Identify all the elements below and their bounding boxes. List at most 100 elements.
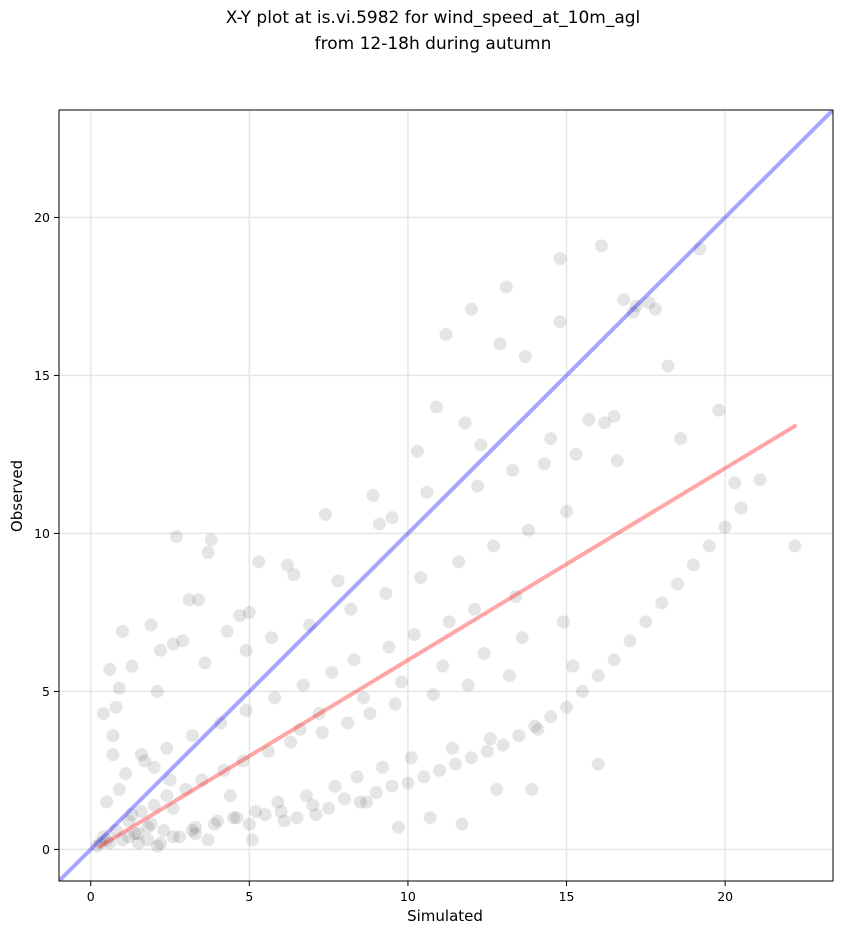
scatter-point	[179, 782, 193, 796]
scatter-point	[385, 779, 399, 793]
scatter-point	[556, 615, 570, 629]
scatter-point	[198, 656, 212, 670]
scatter-point	[204, 533, 218, 547]
scatter-point	[429, 400, 443, 414]
scatter-point	[753, 473, 767, 487]
scatter-point	[93, 836, 107, 850]
scatter-point	[261, 744, 275, 758]
scatter-point	[109, 700, 123, 714]
trend-lines	[59, 110, 833, 881]
scatter-point	[344, 602, 358, 616]
scatter-point	[131, 836, 145, 850]
scatter-point	[214, 716, 228, 730]
scatter-point	[702, 539, 716, 553]
scatter-point	[166, 801, 180, 815]
scatter-point	[287, 567, 301, 581]
scatter-point	[328, 779, 342, 793]
scatter-point	[315, 725, 329, 739]
scatter-points	[90, 239, 802, 853]
scatter-point	[128, 827, 142, 841]
scatter-point	[594, 239, 608, 253]
scatter-point	[591, 669, 605, 683]
scatter-point	[487, 539, 501, 553]
chart-title-line-1: X-Y plot at is.vi.5982 for wind_speed_at…	[226, 8, 641, 28]
scatter-point	[188, 827, 202, 841]
scatter-point	[242, 817, 256, 831]
scatter-point	[341, 716, 355, 730]
scatter-point	[157, 823, 171, 837]
scatter-point	[471, 479, 485, 493]
scatter-point	[268, 691, 282, 705]
y-tick-label: 15	[34, 368, 50, 383]
scatter-point	[144, 817, 158, 831]
scatter-point	[150, 839, 164, 853]
scatter-point	[138, 754, 152, 768]
scatter-point	[395, 675, 409, 689]
scatter-point	[223, 789, 237, 803]
scatter-point	[623, 634, 637, 648]
scatter-point	[686, 558, 700, 572]
scatter-point	[712, 403, 726, 417]
x-tick-label: 15	[559, 889, 575, 904]
scatter-point	[642, 296, 656, 310]
scatter-point	[106, 748, 120, 762]
scatter-point	[249, 804, 263, 818]
scatter-point	[455, 817, 469, 831]
scatter-point	[160, 789, 174, 803]
scatter-point	[629, 299, 643, 313]
scatter-point	[106, 729, 120, 743]
scatter-point	[252, 555, 266, 569]
scatter-point	[404, 751, 418, 765]
scatter-point	[452, 555, 466, 569]
scatter-point	[103, 836, 117, 850]
scatter-point	[439, 327, 453, 341]
scatter-point	[160, 741, 174, 755]
scatter-point	[239, 643, 253, 657]
scatter-point	[150, 684, 164, 698]
chart-title-line-2: from 12-18h during autumn	[315, 34, 552, 54]
scatter-point	[512, 729, 526, 743]
scatter-point	[144, 618, 158, 632]
scatter-point	[674, 432, 688, 446]
scatter-point	[154, 836, 168, 850]
y-tick-label: 5	[42, 684, 50, 699]
scatter-point	[115, 833, 129, 847]
scatter-point	[122, 814, 136, 828]
scatter-point	[182, 593, 196, 607]
scatter-point	[176, 634, 190, 648]
scatter-point	[436, 659, 450, 673]
scatter-point	[125, 659, 139, 673]
fit-line	[98, 423, 797, 849]
scatter-point	[607, 410, 621, 424]
scatter-point	[369, 786, 383, 800]
scatter-point	[112, 681, 126, 695]
scatter-point	[607, 653, 621, 667]
scatter-point	[458, 416, 472, 430]
scatter-point	[376, 760, 390, 774]
scatter-point	[185, 729, 199, 743]
scatter-point	[100, 833, 114, 847]
scatter-point	[331, 574, 345, 588]
scatter-point	[474, 438, 488, 452]
scatter-point	[154, 643, 168, 657]
scatter-point	[420, 485, 434, 499]
scatter-point	[112, 782, 126, 796]
scatter-point	[217, 763, 231, 777]
scatter-point	[639, 615, 653, 629]
scatter-point	[499, 280, 513, 294]
scatter-point	[325, 665, 339, 679]
scatter-point	[423, 811, 437, 825]
scatter-point	[122, 830, 136, 844]
scatter-point	[626, 305, 640, 319]
scatter-point	[169, 530, 183, 544]
scatter-point	[433, 763, 447, 777]
scatter-point	[309, 808, 323, 822]
scatter-point	[90, 839, 104, 853]
scatter-point	[147, 798, 161, 812]
scatter-point	[582, 413, 596, 427]
scatter-point	[734, 501, 748, 515]
scatter-point	[417, 770, 431, 784]
scatter-point	[566, 659, 580, 673]
scatter-point	[201, 833, 215, 847]
x-tick-label: 20	[717, 889, 733, 904]
